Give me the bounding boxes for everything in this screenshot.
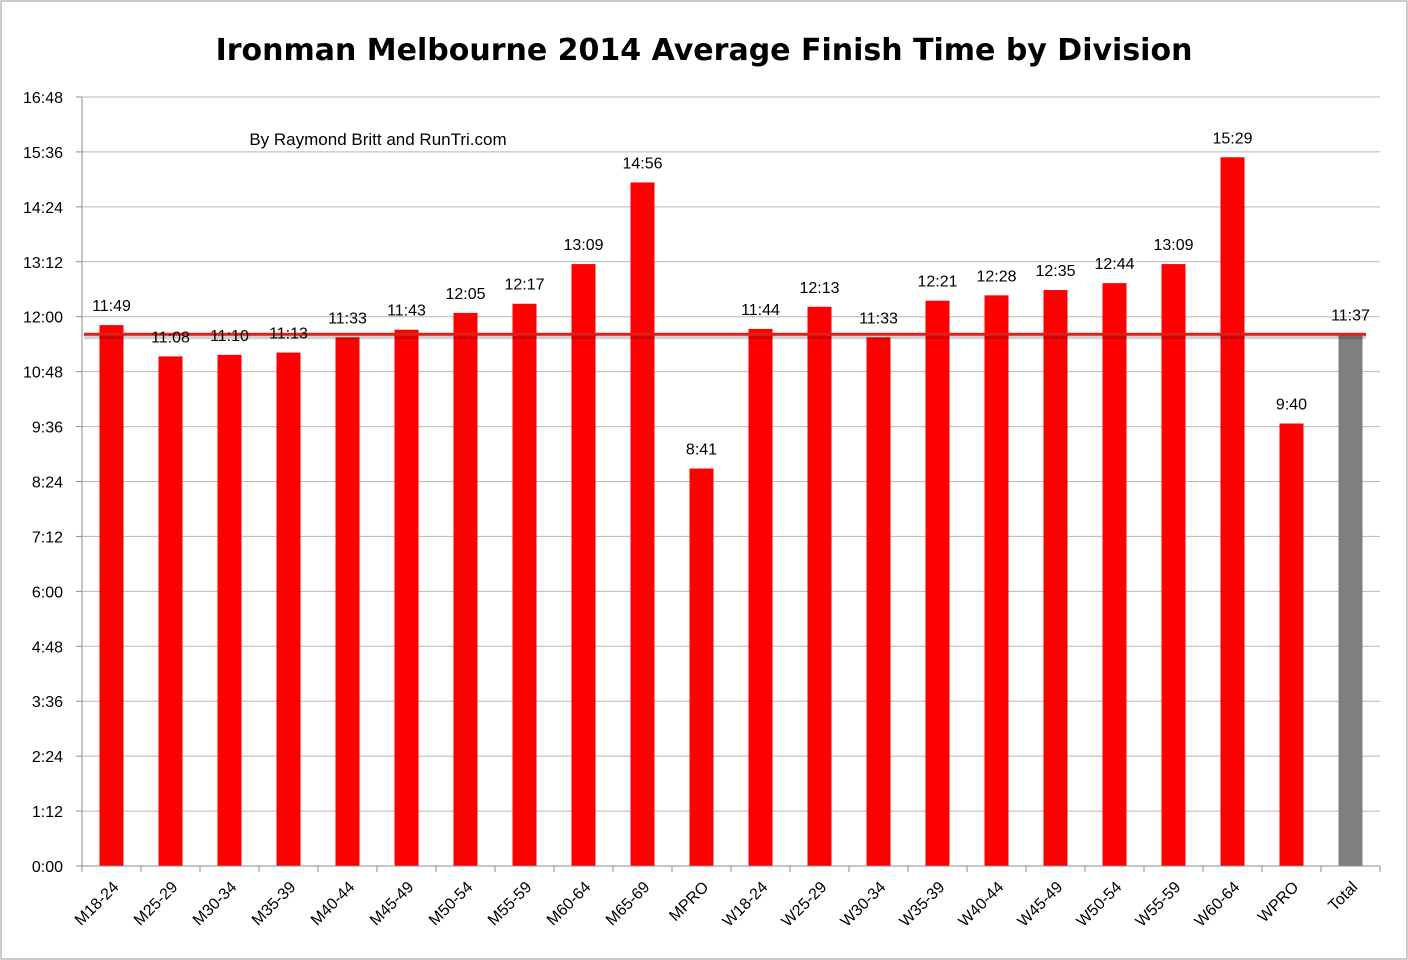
y-tick-label: 6:00 (32, 584, 63, 601)
data-label: 14:56 (622, 155, 662, 172)
bar (394, 329, 419, 866)
bar-total (1338, 334, 1363, 866)
bar (1043, 290, 1068, 866)
data-label: 11:10 (210, 328, 249, 345)
bar (1279, 423, 1304, 866)
bar (158, 356, 183, 866)
data-label: 11:43 (387, 303, 426, 320)
data-label: 12:21 (917, 274, 957, 291)
data-label: 11:33 (859, 310, 898, 327)
bar (99, 325, 124, 866)
data-label: 11:37 (1331, 307, 1370, 324)
y-tick-label: 10:48 (23, 365, 63, 382)
bar (866, 337, 891, 866)
data-label: 12:17 (504, 277, 544, 294)
y-tick-label: 7:12 (32, 529, 63, 546)
bar (453, 312, 478, 867)
chart-title: Ironman Melbourne 2014 Average Finish Ti… (216, 33, 1193, 68)
data-label: 9:40 (1276, 397, 1307, 414)
bar (925, 300, 950, 866)
data-label: 13:09 (563, 237, 603, 254)
y-tick-label: 8:24 (32, 475, 63, 492)
y-tick-label: 12:00 (23, 310, 63, 327)
bar (217, 354, 242, 866)
data-labels: 11:49 11:08 11:10 11:13 11:33 11:43 12:05 12:17… (92, 130, 1370, 458)
y-tick-label: 4:48 (32, 639, 63, 656)
data-label: 12:35 (1035, 263, 1075, 280)
data-label: 13:09 (1153, 237, 1193, 254)
bars (99, 157, 1363, 867)
average-line-group (84, 332, 1366, 340)
chart-subtitle: By Raymond Britt and RunTri.com (249, 130, 506, 149)
bar (276, 352, 301, 866)
bar (512, 303, 537, 867)
bar (335, 337, 360, 866)
data-label: 12:05 (445, 286, 485, 303)
data-label: 11:44 (741, 302, 780, 319)
bar (1220, 157, 1245, 866)
y-tick-label: 1:12 (32, 804, 63, 821)
y-axis-ticks: 0:00 1:12 2:24 3:36 4:48 6:00 7:12 8:24 9:36 10:4… (23, 90, 83, 876)
data-label: 11:49 (92, 298, 131, 315)
y-tick-label: 14:24 (23, 200, 63, 217)
data-label: 15:29 (1212, 130, 1252, 147)
y-tick-label: 3:36 (32, 694, 63, 711)
bar (571, 264, 596, 866)
data-label: 12:28 (976, 268, 1016, 285)
y-tick-label: 9:36 (32, 420, 63, 437)
data-label: 12:13 (799, 280, 839, 297)
bar (748, 328, 773, 866)
data-label: 8:41 (686, 442, 717, 459)
data-label: 11:33 (328, 310, 367, 327)
data-label: 12:44 (1094, 256, 1134, 273)
y-tick-label: 16:48 (23, 90, 63, 107)
data-label: 11:08 (151, 329, 190, 346)
y-tick-label: 2:24 (32, 749, 63, 766)
bar (984, 295, 1009, 867)
bar (630, 182, 655, 866)
y-tick-label: 13:12 (23, 255, 63, 272)
bar (807, 306, 832, 866)
bar (689, 468, 714, 866)
y-tick-label: 0:00 (32, 859, 63, 876)
bar (1161, 264, 1186, 866)
y-tick-label: 15:36 (23, 145, 63, 162)
bar (1102, 283, 1127, 866)
data-label: 11:13 (269, 326, 308, 343)
